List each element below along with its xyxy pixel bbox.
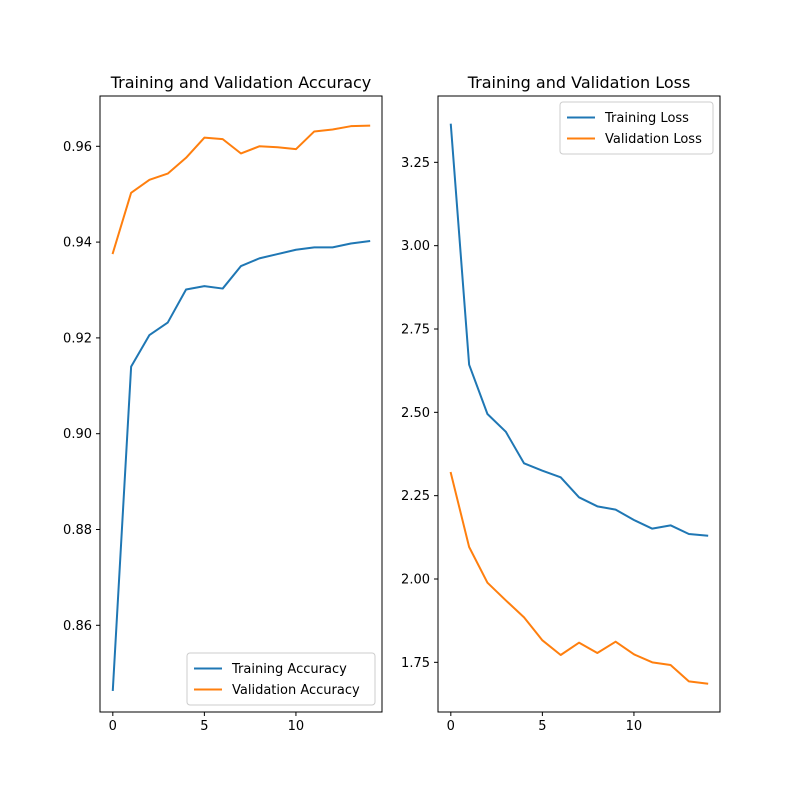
loss-chart-ticks: 0 5 10 1.75 2.00 2.25 2.50 2.75 3.00 3.25 xyxy=(401,156,642,734)
accuracy-chart-title: Training and Validation Accuracy xyxy=(110,73,372,92)
loss-chart-legend: Training Loss Validation Loss xyxy=(559,101,714,155)
loss-chart-series xyxy=(449,123,709,685)
accuracy-chart: Training and Validation Accuracy 0 5 10 0.8… xyxy=(63,73,383,734)
loss-chart: Training and Validation Loss 0 5 10 1.75 2.0… xyxy=(401,73,721,734)
accuracy-chart-y-tick-label: 0.92 xyxy=(63,331,92,346)
accuracy-chart-y-tick-label: 0.86 xyxy=(63,619,92,634)
loss-chart-y-tick-label: 2.25 xyxy=(401,489,430,504)
loss-chart-legend-label-training-loss: Training Loss xyxy=(604,111,689,126)
loss-chart-y-tick-label: 1.75 xyxy=(401,656,430,671)
loss-chart-y-tick-label: 2.00 xyxy=(401,573,430,588)
accuracy-chart-y-tick-label: 0.96 xyxy=(63,140,92,155)
accuracy-chart-legend-label-validation-accuracy: Validation Accuracy xyxy=(232,683,360,698)
loss-chart-series-validation-loss xyxy=(449,471,709,685)
accuracy-chart-y-tick-label: 0.88 xyxy=(63,523,92,538)
accuracy-chart-ticks: 0 5 10 0.86 0.88 0.90 0.92 0.94 0.96 xyxy=(63,140,304,734)
accuracy-chart-x-tick-label: 0 xyxy=(109,719,117,734)
loss-chart-y-tick-label: 3.25 xyxy=(401,156,430,171)
accuracy-chart-legend-label-training-accuracy: Training Accuracy xyxy=(231,662,347,677)
accuracy-chart-series-validation-accuracy xyxy=(111,124,371,255)
accuracy-chart-y-tick-label: 0.90 xyxy=(63,427,92,442)
accuracy-chart-x-tick-label: 10 xyxy=(288,719,305,734)
loss-chart-series-training-loss xyxy=(449,123,709,537)
loss-chart-x-tick-label: 10 xyxy=(626,719,643,734)
loss-chart-y-tick-label: 2.50 xyxy=(401,406,430,421)
loss-chart-y-tick-label: 3.00 xyxy=(401,239,430,254)
accuracy-chart-legend-box xyxy=(186,652,376,706)
loss-chart-legend-label-validation-loss: Validation Loss xyxy=(605,132,702,147)
loss-chart-x-tick-label: 0 xyxy=(447,719,455,734)
loss-chart-legend-box xyxy=(559,101,714,155)
accuracy-chart-series xyxy=(111,124,371,692)
accuracy-chart-y-tick-label: 0.94 xyxy=(63,236,92,251)
loss-chart-x-tick-label: 5 xyxy=(538,719,546,734)
accuracy-chart-series-training-accuracy xyxy=(111,240,371,692)
accuracy-chart-x-tick-label: 5 xyxy=(200,719,208,734)
loss-chart-y-tick-label: 2.75 xyxy=(401,323,430,338)
loss-chart-title: Training and Validation Loss xyxy=(467,73,691,92)
accuracy-chart-legend: Training Accuracy Validation Accuracy xyxy=(186,652,376,706)
accuracy-chart-axes-frame xyxy=(99,95,383,713)
loss-chart-axes-frame xyxy=(437,95,721,713)
